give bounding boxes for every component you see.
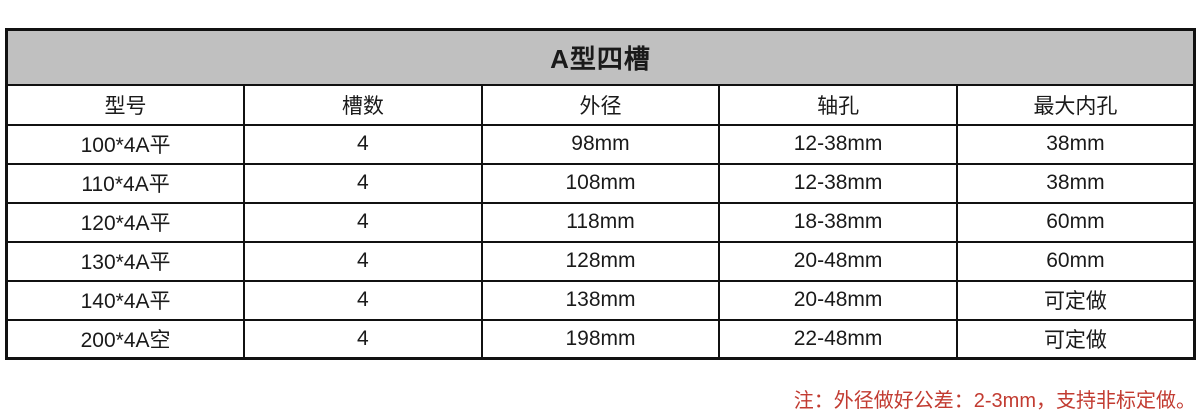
table-cell: 18-38mm bbox=[718, 201, 958, 243]
table-row: 110*4A平 4 108mm 12-38mm 38mm bbox=[5, 162, 1196, 204]
table-body: 100*4A平 4 98mm 12-38mm 38mm 110*4A平 4 108mm 12-3… bbox=[5, 123, 1196, 360]
column-header: 外径 bbox=[480, 83, 721, 126]
table-cell: 38mm bbox=[955, 162, 1196, 204]
spec-table: A型四槽 型号 槽数 外径 轴孔 最大内孔 100*4A平 4 98mm 12-38mm 38m… bbox=[5, 28, 1196, 360]
table-cell: 108mm bbox=[480, 162, 721, 204]
table-cell: 可定做 bbox=[955, 318, 1196, 360]
table-cell: 130*4A平 bbox=[5, 240, 246, 282]
column-header: 型号 bbox=[5, 83, 246, 126]
table-cell: 4 bbox=[243, 123, 483, 165]
table-cell: 140*4A平 bbox=[5, 279, 246, 321]
table-title-row: A型四槽 bbox=[5, 28, 1196, 86]
column-header: 轴孔 bbox=[718, 83, 958, 126]
table-row: 140*4A平 4 138mm 20-48mm 可定做 bbox=[5, 279, 1196, 321]
table-cell: 198mm bbox=[480, 318, 721, 360]
table-cell: 138mm bbox=[480, 279, 721, 321]
footnote: 注：外径做好公差：2-3mm，支持非标定做。 bbox=[793, 390, 1196, 412]
table-row: 100*4A平 4 98mm 12-38mm 38mm bbox=[5, 123, 1196, 165]
table-row: 130*4A平 4 128mm 20-48mm 60mm bbox=[5, 240, 1196, 282]
table-cell: 120*4A平 bbox=[5, 201, 246, 243]
table-cell: 20-48mm bbox=[718, 279, 958, 321]
table-cell: 12-38mm bbox=[718, 123, 958, 165]
table-cell: 可定做 bbox=[955, 279, 1196, 321]
table-cell: 4 bbox=[243, 162, 483, 204]
table-cell: 60mm bbox=[955, 240, 1196, 282]
table-cell: 60mm bbox=[955, 201, 1196, 243]
table-cell: 118mm bbox=[480, 201, 721, 243]
table-row: 200*4A空 4 198mm 22-48mm 可定做 bbox=[5, 318, 1196, 360]
table-cell: 100*4A平 bbox=[5, 123, 246, 165]
table-cell: 38mm bbox=[955, 123, 1196, 165]
table-cell: 4 bbox=[243, 240, 483, 282]
table-header-row: 型号 槽数 外径 轴孔 最大内孔 bbox=[5, 83, 1196, 126]
table-cell: 98mm bbox=[480, 123, 721, 165]
table-cell: 4 bbox=[243, 201, 483, 243]
table-cell: 110*4A平 bbox=[5, 162, 246, 204]
table-cell: 12-38mm bbox=[718, 162, 958, 204]
table-cell: 4 bbox=[243, 279, 483, 321]
table-cell: 22-48mm bbox=[718, 318, 958, 360]
column-header: 最大内孔 bbox=[955, 83, 1196, 126]
table-cell: 20-48mm bbox=[718, 240, 958, 282]
table-title: A型四槽 bbox=[5, 28, 1196, 86]
table-row: 120*4A平 4 118mm 18-38mm 60mm bbox=[5, 201, 1196, 243]
column-header: 槽数 bbox=[243, 83, 483, 126]
table-cell: 4 bbox=[243, 318, 483, 360]
table-cell: 200*4A空 bbox=[5, 318, 246, 360]
table-cell: 128mm bbox=[480, 240, 721, 282]
